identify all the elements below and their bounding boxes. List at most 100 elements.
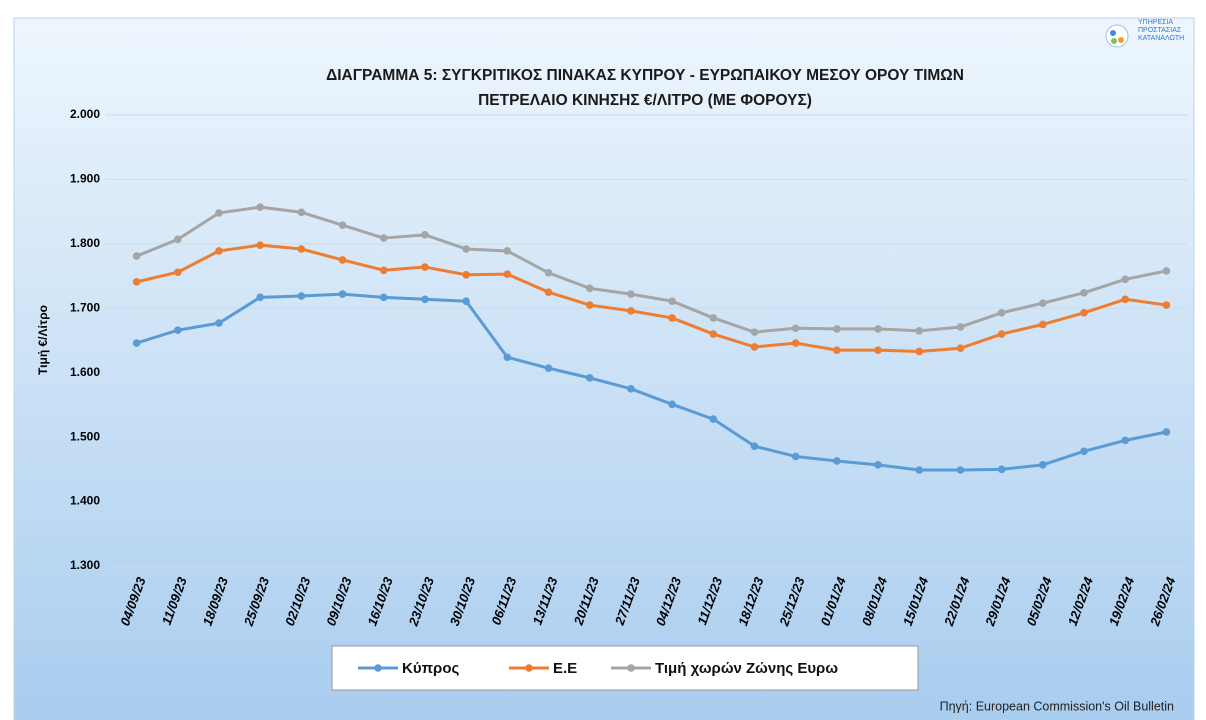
data-point [709,314,718,322]
logo-dot [1111,38,1117,44]
data-point [297,208,306,217]
data-point [997,330,1006,338]
data-point [750,442,759,450]
data-point [997,465,1006,474]
data-point [874,325,882,333]
data-point [791,339,800,347]
data-point [709,415,718,423]
data-point [668,400,676,409]
data-point [544,364,553,373]
data-point [338,256,347,264]
data-point [132,252,141,260]
y-axis-label: Τιμή €/Λίτρο [36,305,50,375]
legend-swatch-dot [374,664,382,672]
data-point [173,235,182,244]
y-tick-label: 1.300 [70,558,100,572]
logo-text: ΥΠΗΡΕΣΙΑ [1138,19,1173,26]
data-point [503,353,512,362]
data-point [956,466,965,474]
data-point [1039,320,1047,329]
data-point [462,245,470,253]
legend-label: Τιμή χωρών Ζώνης Ευρω [655,660,838,677]
data-point [874,346,882,354]
y-tick-label: 1.900 [70,172,100,186]
data-point [1121,295,1130,304]
series-line [136,243,1167,353]
data-point [585,284,594,293]
data-point [750,328,759,336]
data-point [215,247,223,255]
data-point [503,247,512,255]
data-point [544,288,553,296]
data-point [544,269,553,277]
data-point [338,290,347,298]
data-point [256,293,264,302]
data-point [709,330,718,338]
data-point [1080,308,1088,317]
data-point [256,203,264,211]
data-point [627,307,635,315]
data-point [462,297,470,305]
chart-title: ΔΙΑΓΡΑΜΜΑ 5: ΣΥΓΚΡΙΤΙΚΟΣ ΠΙΝΑΚΑΣ ΚΥΠΡΟΥ … [326,67,964,84]
data-point [256,241,264,249]
data-point [956,344,965,353]
logo-icon [1105,24,1129,48]
data-point [915,466,924,474]
data-point [215,209,223,217]
data-point [421,263,429,271]
y-tick-label: 1.700 [70,300,100,314]
data-point [338,221,347,229]
data-point [668,297,676,305]
chart-panel [13,17,1195,720]
data-point [627,385,635,393]
y-tick-label: 1.400 [70,494,100,508]
data-point [297,245,306,253]
y-tick-label: 1.800 [70,236,100,250]
data-point [215,319,223,327]
data-point [627,290,635,298]
data-point [297,292,306,300]
data-point [1121,436,1130,445]
data-point [379,266,388,275]
data-point [503,270,512,278]
data-point [833,325,841,333]
data-point [1162,301,1171,309]
data-point [1162,428,1171,436]
y-tick-label: 1.500 [70,429,100,443]
logo-text: ΠΡΟΣΤΑΣΙΑΣ [1138,27,1182,34]
data-point [421,295,429,304]
data-point [1039,461,1047,469]
data-point [997,308,1006,317]
data-point [915,347,924,356]
legend-label: Κύπρος [402,660,459,677]
y-tick-label: 1.600 [70,365,100,379]
data-point [1162,267,1171,275]
logo-dot [1110,30,1116,36]
legend-swatch-dot [627,664,635,672]
y-tick-label: 2.000 [70,107,100,121]
data-point [833,346,841,354]
data-point [1039,299,1047,307]
data-point [132,278,141,286]
legend-swatch-dot [525,664,533,672]
data-point [132,339,141,347]
data-point [874,461,882,469]
data-point [791,324,800,333]
logo-dot [1118,37,1124,43]
data-point [379,293,388,302]
series-line [136,292,1167,472]
data-point [1080,447,1088,456]
data-point [173,268,182,277]
data-point [585,301,594,309]
chart-title: ΠΕΤΡΕΛΑΙΟ ΚΙΝΗΣΗΣ €/ΛΙΤΡΟ (ΜΕ ΦΟΡΟΥΣ) [478,92,812,109]
logo-text: ΚΑΤΑΝΑΛΩΤΗ [1138,35,1184,42]
series-line [136,205,1167,334]
data-point [1121,275,1130,284]
data-point [956,323,965,331]
legend-label: Ε.Ε [553,660,577,677]
data-point [791,452,800,461]
data-point [668,314,676,322]
source: Πηγή: European Commission's Oil Bulletin [940,699,1174,713]
data-point [173,326,182,334]
